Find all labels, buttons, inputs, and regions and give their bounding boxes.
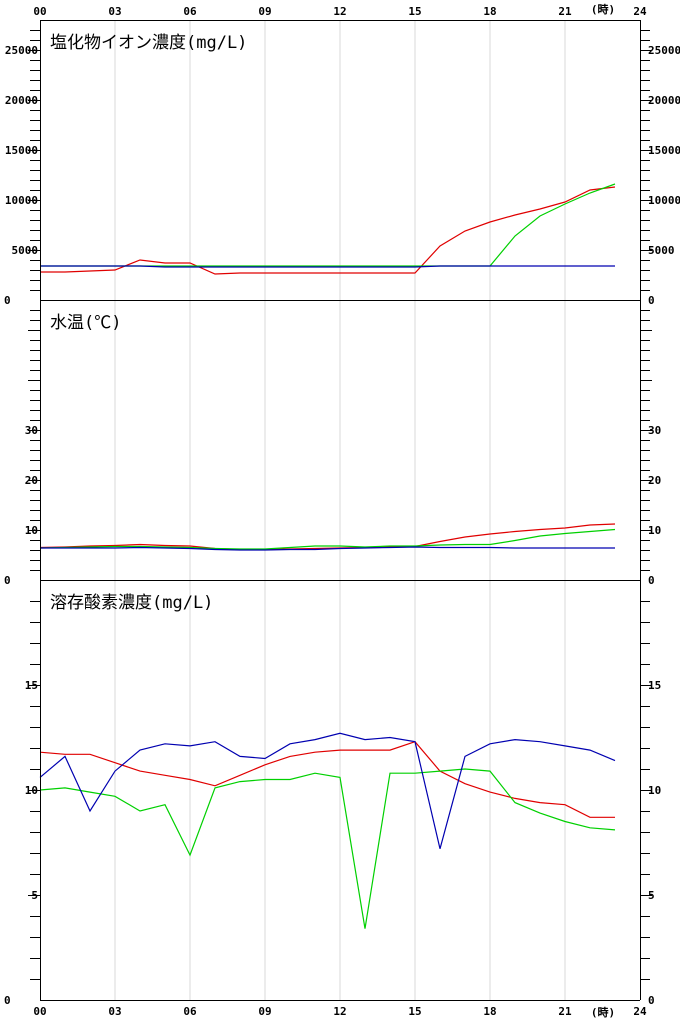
y-tick-label-right: 10000 (648, 194, 680, 207)
panel-title: 塩化物イオン濃度(mg/L) (50, 33, 247, 53)
y-tick-label-left: 15 (25, 679, 38, 692)
x-tick-label-bottom: 03 (108, 1005, 121, 1018)
x-tick-label-bottom: 12 (333, 1005, 346, 1018)
y-tick-label-right: 15 (648, 679, 661, 692)
y-tick-label-left: 10 (25, 784, 38, 797)
x-tick-label-bottom: 15 (408, 1005, 421, 1018)
y-zero-label-left: 0 (4, 574, 11, 587)
x-tick-label-bottom: 21 (558, 1005, 572, 1018)
x-tick-label-top: 24 (633, 5, 647, 18)
y-tick-label-left: 20000 (5, 94, 38, 107)
x-tick-label-top: 03 (108, 5, 121, 18)
series-green-line (40, 183, 616, 267)
series-blue-line (39, 732, 616, 849)
y-tick-label-right: 30 (648, 424, 661, 437)
panel-title: 溶存酸素濃度(mg/L) (50, 593, 213, 613)
y-tick-label-right: 25000 (648, 44, 680, 57)
x-tick-label-top: 18 (483, 5, 496, 18)
x-tick-label-bottom: 06 (183, 1005, 197, 1018)
y-tick-label-right: 20 (648, 474, 661, 487)
x-unit-label-bottom: (時) (591, 1005, 615, 1019)
y-tick-label-left: 25000 (5, 44, 38, 57)
x-tick-label-top: 06 (183, 5, 197, 18)
chart-frame (40, 20, 641, 1001)
y-tick-label-left: 5 (31, 889, 38, 902)
y-tick-label-left: 15000 (5, 144, 38, 157)
y-tick-label-right: 10 (648, 524, 661, 537)
y-zero-label-left: 0 (4, 294, 11, 307)
series-blue-line (40, 265, 615, 268)
y-tick-label-right: 15000 (648, 144, 680, 157)
x-tick-label-bottom: 00 (33, 1005, 46, 1018)
y-tick-label-left: 10000 (5, 194, 38, 207)
panel-3: 5 5 10 10 15 15 0 0 溶存酸素濃度(mg/L) (4, 593, 661, 1007)
y-tick-label-left: 5000 (12, 244, 39, 257)
x-tick-label-top: 21 (558, 5, 572, 18)
x-tick-label-bottom: 24 (633, 1005, 647, 1018)
y-tick-label-right: 20000 (648, 94, 680, 107)
x-axis: 00 00 03 03 06 06 09 09 12 12 15 15 18 18 21 21 24 24 (時) (… (33, 2, 647, 1019)
panel-2: 10 10 20 20 30 30 0 0 水温(℃) (4, 310, 661, 587)
y-tick-label-right: 5000 (648, 244, 675, 257)
x-tick-label-bottom: 18 (483, 1005, 496, 1018)
x-tick-label-top: 09 (258, 5, 271, 18)
series-red-line (39, 741, 615, 818)
panel-title: 水温(℃) (50, 313, 121, 333)
panel-1: 5000 5000 10000 10000 15000 15000 20000 20000 25… (4, 30, 680, 307)
y-tick-label-right: 5 (648, 889, 655, 902)
y-zero-label-right: 0 (648, 574, 655, 587)
y-zero-label-right: 0 (648, 294, 655, 307)
series-red-line (39, 523, 616, 551)
series-blue-line (40, 546, 615, 551)
x-tick-label-top: 00 (33, 5, 46, 18)
series-red-line (40, 186, 616, 275)
y-tick-label-right: 10 (648, 784, 661, 797)
x-unit-label-top: (時) (591, 2, 615, 16)
y-tick-label-left: 30 (25, 424, 38, 437)
y-tick-label-left: 20 (25, 474, 38, 487)
x-tick-label-top: 15 (408, 5, 421, 18)
x-tick-label-top: 12 (333, 5, 346, 18)
y-zero-label-left: 0 (4, 994, 11, 1007)
series-green-line (39, 768, 616, 929)
y-zero-label-right: 0 (648, 994, 655, 1007)
series-green-line (39, 528, 616, 550)
x-tick-label-bottom: 09 (258, 1005, 271, 1018)
y-tick-label-left: 10 (25, 524, 38, 537)
vertical-grid (114, 20, 566, 1000)
